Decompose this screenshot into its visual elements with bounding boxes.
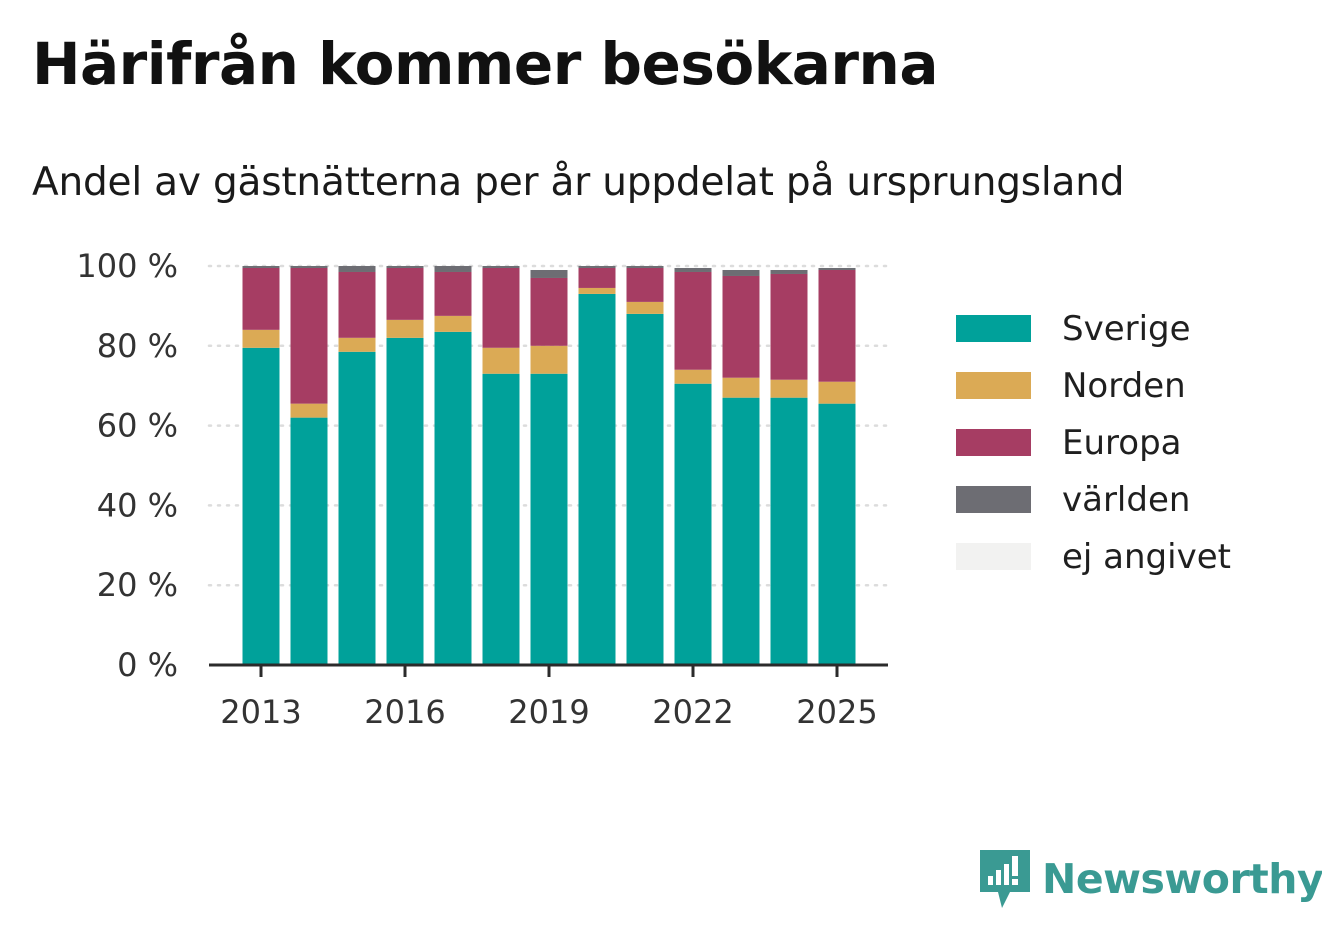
bar-segment	[338, 351, 376, 665]
y-tick-label: 40 %	[97, 486, 178, 524]
bar-segment	[818, 267, 856, 270]
bar-segment	[530, 345, 568, 374]
legend-swatch	[956, 429, 1031, 456]
bar-segment	[530, 269, 568, 278]
bar-segment	[626, 313, 664, 665]
chart-subtitle: Andel av gästnätterna per år uppdelat på…	[32, 160, 1125, 205]
newsworthy-logo-text: Newsworthy	[1042, 855, 1322, 903]
bar-segment	[626, 266, 664, 268]
bar-segment	[434, 315, 472, 332]
legend-item: Norden	[956, 357, 1231, 414]
bar-segment	[722, 397, 760, 665]
bar-segment	[722, 275, 760, 378]
axes: 0 % 20 % 40 % 60 % 80 % 100 % 2013 2016 2019 2022…	[76, 247, 888, 731]
bar-segment	[818, 269, 856, 382]
bar-segment	[578, 266, 616, 268]
chart-title: Härifrån kommer besökarna	[32, 30, 938, 98]
bar-segment	[770, 273, 808, 380]
bar-segment	[242, 347, 280, 665]
bar-segment	[578, 267, 616, 288]
bar-segment	[290, 417, 328, 665]
legend-swatch	[956, 486, 1031, 513]
bar-segment	[290, 267, 328, 404]
legend-swatch	[956, 543, 1031, 570]
legend: Sverige Norden Europa världen ej angivet	[956, 300, 1231, 585]
bar-segment	[674, 369, 712, 384]
y-tick-label: 80 %	[97, 327, 178, 365]
bar-segment	[338, 337, 376, 352]
x-tick-label: 2019	[508, 693, 589, 731]
y-tick-label: 60 %	[97, 407, 178, 445]
bar-segment	[482, 373, 520, 665]
legend-label: världen	[1062, 479, 1191, 520]
legend-item: världen	[956, 471, 1231, 528]
bar-segment	[770, 379, 808, 398]
bar-segment	[386, 337, 424, 665]
legend-item: Europa	[956, 414, 1231, 471]
x-tick-label: 2022	[652, 693, 733, 731]
bar-segment	[626, 267, 664, 302]
bar-segment	[338, 271, 376, 338]
bar-segment	[242, 266, 280, 268]
bar-segment	[674, 271, 712, 370]
y-tick-label: 0 %	[117, 646, 178, 684]
bar-segment	[242, 329, 280, 348]
bar-segment	[674, 267, 712, 272]
bar-segment	[434, 271, 472, 316]
bar-segment	[434, 331, 472, 665]
bar-segment	[482, 347, 520, 374]
bar-segment	[722, 377, 760, 398]
legend-item: Sverige	[956, 300, 1231, 357]
newsworthy-logo-icon	[980, 850, 1030, 908]
legend-label: Norden	[1062, 365, 1186, 406]
bar-group	[242, 266, 856, 665]
bar-segment	[530, 277, 568, 346]
bar-segment	[722, 269, 760, 276]
legend-item: ej angivet	[956, 528, 1231, 585]
bar-segment	[242, 267, 280, 330]
y-tick-label: 100 %	[76, 247, 178, 285]
bar-segment	[386, 319, 424, 338]
bar-segment	[482, 267, 520, 348]
newsworthy-logo: Newsworthy	[980, 850, 1322, 908]
legend-swatch	[956, 372, 1031, 399]
legend-swatch	[956, 315, 1031, 342]
bar-segment	[818, 403, 856, 665]
bar-segment	[290, 266, 328, 268]
bar-segment	[674, 383, 712, 665]
bar-segment	[530, 373, 568, 665]
legend-label: Europa	[1062, 422, 1182, 463]
x-tick-label: 2013	[220, 693, 301, 731]
bar-segment	[770, 269, 808, 274]
bar-segment	[626, 301, 664, 314]
y-tick-label: 20 %	[97, 566, 178, 604]
stacked-bar-chart: 0 % 20 % 40 % 60 % 80 % 100 % 2013 2016 2019 2022…	[76, 247, 890, 731]
x-tick-label: 2025	[796, 693, 877, 731]
bar-segment	[290, 403, 328, 418]
bar-segment	[578, 293, 616, 665]
bar-segment	[386, 266, 424, 268]
bar-segment	[578, 287, 616, 294]
bar-segment	[338, 266, 376, 272]
bar-segment	[770, 397, 808, 665]
bar-segment	[818, 381, 856, 404]
bar-segment	[482, 266, 520, 268]
bar-segment	[434, 266, 472, 272]
legend-label: ej angivet	[1062, 536, 1231, 577]
legend-label: Sverige	[1062, 308, 1191, 349]
x-tick-label: 2016	[364, 693, 445, 731]
bar-segment	[386, 267, 424, 320]
